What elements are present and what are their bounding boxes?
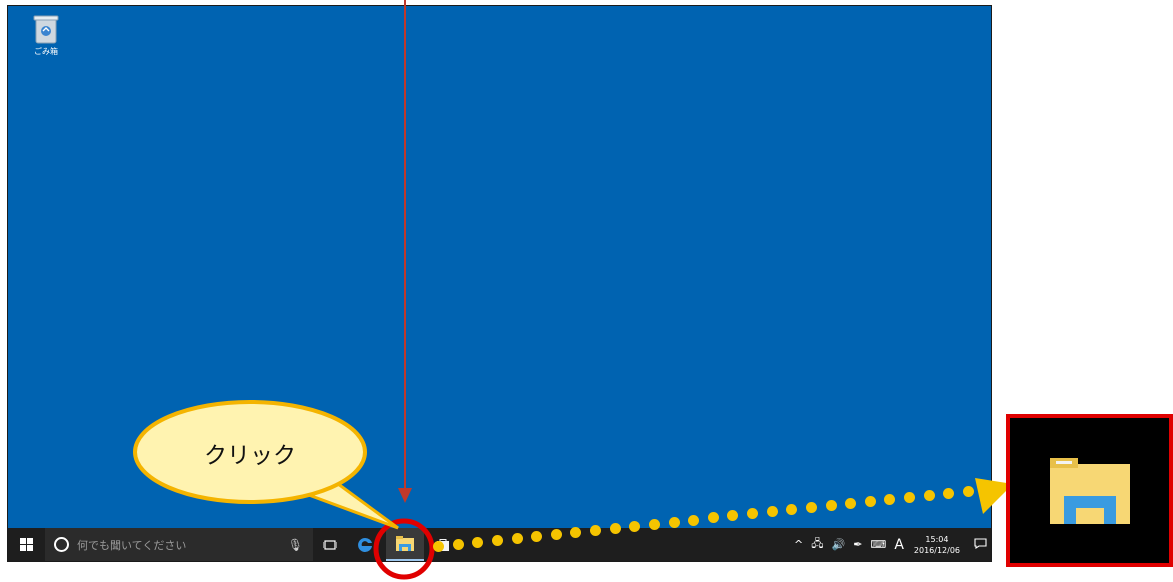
- ime-indicator[interactable]: A: [894, 536, 904, 553]
- path-dot: [707, 512, 719, 524]
- touch-keyboard-icon[interactable]: ⌨: [870, 538, 887, 551]
- task-view-button[interactable]: [314, 528, 346, 561]
- recycle-bin-icon: [33, 15, 59, 44]
- path-dot: [570, 526, 582, 538]
- file-explorer-button[interactable]: [386, 528, 424, 561]
- show-hidden-icons-caret[interactable]: ^: [794, 538, 804, 551]
- recycle-bin-label: ごみ箱: [34, 47, 58, 56]
- path-dot: [629, 520, 641, 532]
- pointer-arrow-head: [398, 488, 412, 503]
- network-icon[interactable]: 🖧: [811, 537, 824, 550]
- path-dot: [550, 528, 562, 540]
- path-dot: [511, 532, 523, 544]
- path-dot: [648, 518, 660, 530]
- path-dot: [825, 500, 837, 512]
- path-dot: [433, 541, 444, 552]
- path-dot: [609, 522, 621, 534]
- path-dot: [688, 514, 700, 526]
- system-tray: ^ 🖧 🔊 ✒ ⌨ A 15:04 2016/12/06: [790, 528, 991, 561]
- clock-time: 15:04: [925, 534, 949, 544]
- path-dot: [805, 502, 817, 514]
- path-dot: [923, 490, 935, 502]
- start-button[interactable]: [8, 528, 44, 561]
- edge-button[interactable]: [348, 528, 382, 561]
- clock[interactable]: 15:04 2016/12/06: [914, 534, 960, 556]
- path-dot: [766, 506, 778, 518]
- path-dot: [786, 504, 798, 516]
- search-box[interactable]: 何でも聞いてください 🎙: [45, 528, 313, 561]
- path-dot: [472, 536, 484, 548]
- path-dot: [904, 492, 916, 504]
- path-dot: [491, 534, 503, 546]
- edge-icon: [358, 537, 372, 552]
- path-dot: [531, 530, 543, 542]
- path-dot: [452, 538, 464, 550]
- path-dot: [590, 524, 602, 536]
- cortana-icon: [54, 537, 69, 552]
- file-explorer-icon: [396, 536, 414, 551]
- task-view-icon: [323, 539, 337, 550]
- highlight-circle: [373, 518, 435, 580]
- path-dot: [963, 486, 974, 497]
- microphone-icon[interactable]: 🎙: [287, 537, 303, 552]
- recycle-bin[interactable]: ごみ箱: [28, 14, 64, 57]
- callout-bubble: [133, 400, 367, 504]
- windows-logo-icon: [19, 538, 33, 551]
- path-dot: [727, 510, 739, 522]
- path-dot: [668, 516, 680, 528]
- pen-icon[interactable]: ✒: [853, 538, 863, 551]
- action-center-icon[interactable]: [974, 537, 987, 552]
- path-dot: [845, 498, 857, 510]
- path-dot: [747, 508, 759, 520]
- clock-date: 2016/12/06: [913, 545, 960, 555]
- path-dot: [884, 494, 896, 506]
- zoomed-file-explorer-panel: [1006, 414, 1173, 567]
- search-placeholder: 何でも聞いてください: [77, 538, 187, 552]
- volume-icon[interactable]: 🔊: [831, 538, 846, 551]
- file-explorer-icon-large: [1049, 457, 1130, 524]
- callout-text: クリック: [204, 443, 296, 469]
- path-dot: [864, 496, 876, 508]
- dotted-arrow-head: [975, 478, 1013, 514]
- path-dot: [943, 488, 955, 500]
